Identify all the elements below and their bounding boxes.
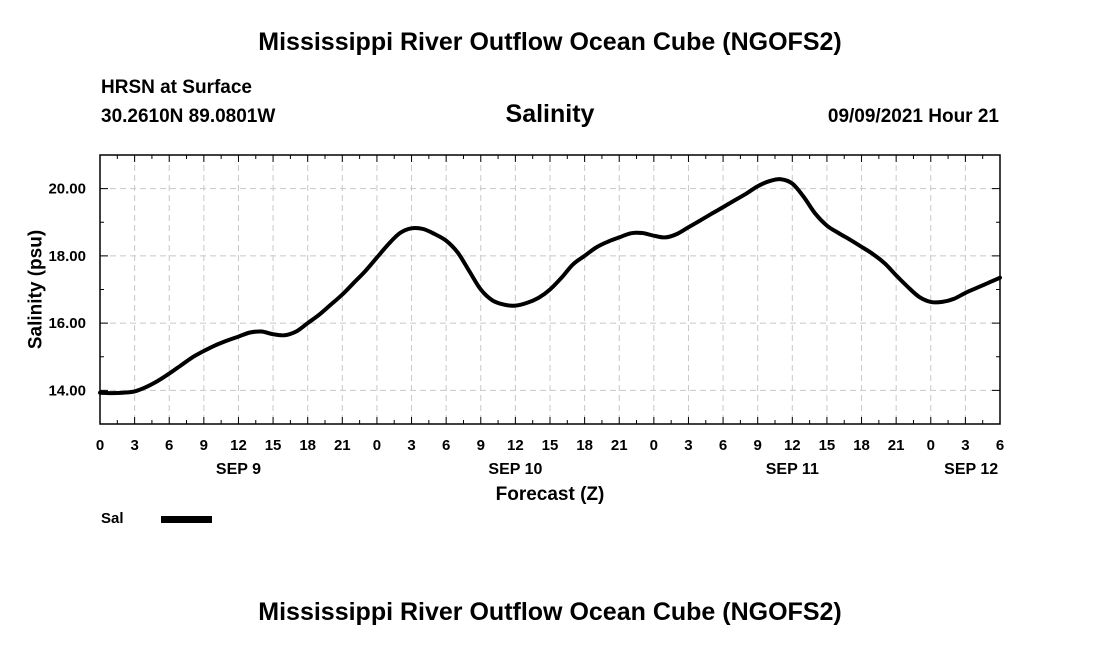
x-tick-label: 18 [853,437,870,454]
y-tick-label: 14.00 [48,382,86,399]
y-tick-label: 16.00 [48,315,86,332]
series-line-sal [98,177,1002,396]
station-coordinates: 30.2610N 89.0801W [101,106,276,127]
x-tick-label: 0 [373,437,381,454]
x-tick-label: 9 [477,437,485,454]
axis-labels: 0 3 6 9 12 15 18 21 0 3 6 9 12 15 18 21 0 3 6 9 12 15 18 21 0 3 6 1… [48,181,1004,478]
x-tick-label: 0 [96,437,104,454]
x-axis-title: Forecast (Z) [496,484,605,505]
footer-title: Mississippi River Outflow Ocean Cube (NG… [258,598,842,626]
x-tick-label: 0 [927,437,935,454]
x-tick-label: 6 [719,437,727,454]
y-tick-label: 20.00 [48,181,86,198]
variable-title: Salinity [505,100,595,128]
page-title: Mississippi River Outflow Ocean Cube (NG… [258,28,842,56]
forecast-timestamp: 09/09/2021 Hour 21 [827,106,999,127]
x-tick-label: 15 [819,437,836,454]
x-tick-label: 3 [961,437,969,454]
y-tick-label: 18.00 [48,248,86,265]
x-tick-label: 12 [784,437,801,454]
date-label: SEP 9 [216,461,261,478]
x-tick-label: 21 [611,437,628,454]
y-axis-title: Salinity (psu) [26,230,47,349]
x-tick-label: 21 [334,437,351,454]
x-tick-label: 15 [265,437,282,454]
grid [100,155,1000,424]
date-label: SEP 10 [488,461,542,478]
x-tick-label: 18 [576,437,593,454]
date-label: SEP 11 [766,461,819,478]
plot-frame [99,154,1001,425]
x-tick-label: 18 [299,437,316,454]
x-tick-label: 6 [165,437,173,454]
x-tick-label: 0 [650,437,658,454]
x-tick-label: 6 [442,437,450,454]
x-tick-label: 15 [542,437,559,454]
x-tick-label: 9 [754,437,762,454]
x-tick-label: 12 [507,437,524,454]
x-tick-label: 9 [200,437,208,454]
x-tick-label: 3 [130,437,138,454]
x-tick-label: 12 [230,437,247,454]
x-tick-label: 3 [684,437,692,454]
x-tick-label: 3 [407,437,415,454]
legend-label: Sal [101,510,124,527]
x-tick-label: 6 [996,437,1004,454]
x-tick-label: 21 [888,437,905,454]
date-label: SEP 12 [944,461,998,478]
station-label: HRSN at Surface [101,77,252,98]
legend-swatch [161,516,212,523]
